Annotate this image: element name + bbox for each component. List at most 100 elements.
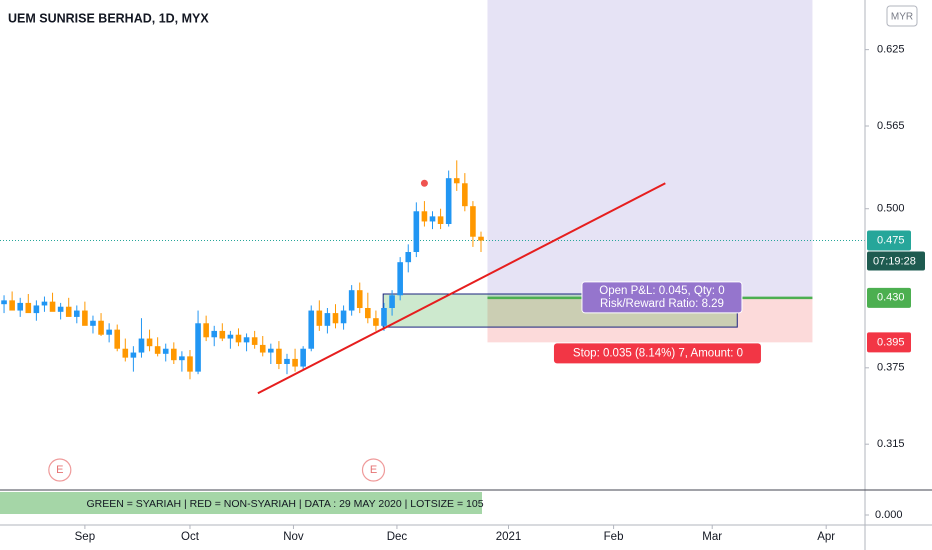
- y-tick-label: 0.315: [877, 438, 905, 450]
- y-tick-label: 0.565: [877, 120, 905, 132]
- event-badge: [48, 458, 72, 482]
- x-tick-label: Feb: [604, 531, 624, 543]
- candle-body: [138, 338, 145, 353]
- target-zone: [487, 0, 813, 298]
- signal-dot: [420, 179, 428, 187]
- candle-body: [73, 310, 80, 317]
- candle-body: [130, 352, 137, 358]
- candle-body: [316, 310, 323, 326]
- lower-pane-tick-label: 0.000: [875, 509, 903, 521]
- candle-body: [114, 329, 121, 349]
- chart-title: UEM SUNRISE BERHAD, 1D, MYX: [8, 11, 209, 25]
- rr-label: Risk/Reward Ratio: 8.29: [600, 298, 724, 310]
- candle-body: [41, 301, 48, 306]
- candle-body: [413, 211, 420, 252]
- candle-body: [284, 358, 290, 364]
- candle-body: [219, 330, 226, 339]
- candle-body: [348, 290, 355, 311]
- event-label: E: [56, 464, 63, 476]
- candle-body: [268, 348, 274, 353]
- countdown: 07:19:28: [873, 255, 916, 267]
- event-badge: [361, 458, 386, 482]
- candle-body: [437, 216, 444, 224]
- candle-body: [243, 337, 250, 343]
- candle-body: [162, 348, 169, 354]
- candle-body: [154, 346, 161, 354]
- candle-body: [9, 300, 15, 311]
- x-tick-label: 2021: [496, 531, 522, 543]
- candle-body: [478, 236, 484, 241]
- candle-body: [445, 178, 452, 224]
- candle-body: [25, 302, 32, 314]
- candle-body: [462, 183, 468, 207]
- candle-body: [324, 313, 331, 326]
- stop-label: Stop: 0.035 (8.14%) 7, Amount: 0: [573, 347, 743, 359]
- candle-body: [308, 310, 315, 349]
- candle-body: [179, 356, 185, 361]
- stop-label-bg: [553, 343, 761, 364]
- currency-button[interactable]: [886, 5, 918, 27]
- x-tick-label: Nov: [283, 531, 304, 543]
- candle-body: [122, 348, 129, 358]
- candle-body: [57, 306, 64, 312]
- candle-body: [195, 323, 201, 372]
- candle-body: [365, 308, 371, 319]
- candle-body: [171, 348, 177, 361]
- countdown-bg: [867, 251, 925, 271]
- candle-body: [470, 206, 476, 237]
- entry-tag: 0.430: [877, 292, 905, 304]
- x-tick-label: Dec: [387, 531, 408, 543]
- candle-body: [146, 338, 153, 347]
- y-tick-label: 0.500: [877, 203, 905, 215]
- candle-body: [187, 356, 193, 372]
- candle-body: [82, 310, 88, 326]
- candle-body: [17, 302, 24, 311]
- candle-body: [340, 310, 347, 324]
- candle-body: [106, 329, 112, 335]
- candle-body: [235, 334, 242, 343]
- x-tick-label: Sep: [75, 531, 95, 543]
- candle-body: [397, 262, 403, 296]
- candle-body: [381, 308, 387, 326]
- x-tick-label: Apr: [817, 531, 835, 543]
- candle-body: [1, 300, 7, 305]
- candle-body: [211, 330, 218, 338]
- banner-bg: [0, 492, 482, 514]
- candle-body: [227, 334, 234, 339]
- entry-tag-bg: [867, 287, 911, 308]
- banner: GREEN = SYARIAH | RED = NON-SYARIAH | DA…: [86, 498, 483, 510]
- event-label: E: [370, 464, 377, 476]
- candle-body: [421, 211, 428, 222]
- y-tick-label: 0.375: [877, 362, 905, 374]
- candle-body: [300, 348, 306, 367]
- currency[interactable]: MYR: [891, 12, 913, 23]
- pnl-label: Open P&L: 0.045, Qty: 0: [599, 285, 724, 297]
- candle-body: [33, 305, 40, 314]
- candle-body: [373, 318, 379, 326]
- candle-body: [429, 216, 436, 222]
- candle-body: [259, 344, 266, 353]
- x-tick-label: Mar: [702, 531, 722, 543]
- stop-tag: 0.395: [877, 336, 905, 348]
- candle-body: [49, 301, 56, 312]
- candle-body: [389, 295, 395, 308]
- last-price-tag: 0.475: [877, 234, 905, 246]
- candle-body: [65, 306, 72, 317]
- candle-body: [405, 252, 412, 263]
- stop-tag-bg: [867, 332, 911, 353]
- candle-body: [203, 323, 209, 338]
- candle-body: [90, 320, 96, 326]
- candle-body: [356, 290, 363, 308]
- candle-body: [292, 358, 298, 367]
- candle-body: [332, 313, 339, 324]
- candle-body: [251, 337, 258, 345]
- candle-body: [98, 320, 104, 335]
- candle-body: [276, 348, 282, 364]
- x-tick-label: Oct: [181, 531, 200, 543]
- trendline: [257, 182, 666, 395]
- pnl-label-bg: [581, 281, 743, 314]
- candle-body: [453, 178, 460, 184]
- last-price-tag-bg: [867, 230, 911, 251]
